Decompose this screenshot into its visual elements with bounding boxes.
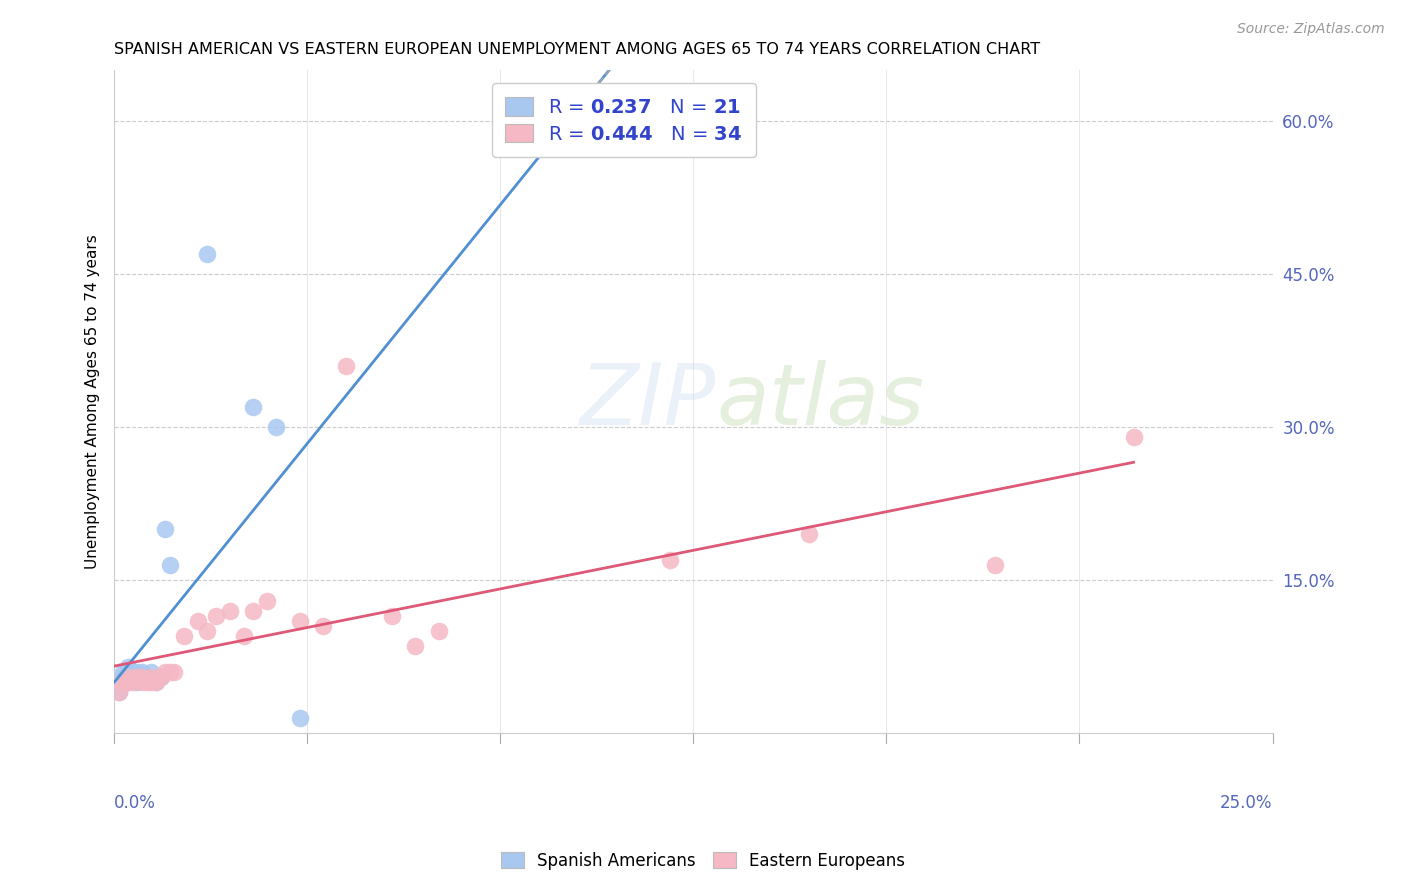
Point	[117, 670, 139, 684]
Text: ZIP: ZIP	[581, 360, 717, 443]
Point	[195, 247, 218, 261]
Point	[187, 614, 209, 628]
Point	[288, 614, 311, 628]
Point	[149, 670, 172, 684]
Point	[145, 675, 167, 690]
Point	[256, 593, 278, 607]
Point	[1122, 430, 1144, 444]
Point	[288, 711, 311, 725]
Text: 25.0%: 25.0%	[1220, 795, 1272, 813]
Point	[117, 660, 139, 674]
Point	[141, 665, 163, 679]
Point	[108, 685, 131, 699]
Point	[112, 665, 135, 679]
Point	[312, 619, 335, 633]
Point	[141, 675, 163, 690]
Point	[131, 675, 153, 690]
Point	[159, 665, 181, 679]
Y-axis label: Unemployment Among Ages 65 to 74 years: Unemployment Among Ages 65 to 74 years	[86, 235, 100, 569]
Point	[112, 675, 135, 690]
Point	[121, 675, 143, 690]
Point	[242, 400, 264, 414]
Text: SPANISH AMERICAN VS EASTERN EUROPEAN UNEMPLOYMENT AMONG AGES 65 TO 74 YEARS CORR: SPANISH AMERICAN VS EASTERN EUROPEAN UNE…	[114, 42, 1040, 57]
Point	[427, 624, 450, 639]
Point	[127, 665, 149, 679]
Point	[153, 522, 176, 536]
Point	[153, 665, 176, 679]
Legend: Spanish Americans, Eastern Europeans: Spanish Americans, Eastern Europeans	[494, 846, 912, 877]
Point	[131, 670, 153, 684]
Point	[149, 670, 172, 684]
Point	[127, 670, 149, 684]
Point	[381, 608, 404, 623]
Point	[242, 604, 264, 618]
Point	[131, 670, 153, 684]
Point	[219, 604, 242, 618]
Point	[135, 675, 157, 690]
Point	[799, 527, 821, 541]
Point	[404, 640, 426, 654]
Text: atlas: atlas	[717, 360, 925, 443]
Point	[141, 670, 163, 684]
Point	[117, 675, 139, 690]
Point	[159, 558, 181, 572]
Point	[135, 670, 157, 684]
Point	[205, 608, 228, 623]
Point	[335, 359, 357, 373]
Point	[173, 629, 195, 643]
Point	[195, 624, 218, 639]
Text: 0.0%: 0.0%	[114, 795, 156, 813]
Text: Source: ZipAtlas.com: Source: ZipAtlas.com	[1237, 22, 1385, 37]
Point	[121, 670, 143, 684]
Point	[232, 629, 254, 643]
Point	[108, 685, 131, 699]
Point	[117, 675, 139, 690]
Point	[131, 665, 153, 679]
Point	[112, 670, 135, 684]
Point	[163, 665, 186, 679]
Point	[266, 420, 288, 434]
Point	[121, 665, 143, 679]
Point	[983, 558, 1005, 572]
Legend: R = $\mathbf{0.237}$   N = $\mathbf{21}$, R = $\mathbf{0.444}$   N = $\mathbf{34: R = $\mathbf{0.237}$ N = $\mathbf{21}$, …	[492, 84, 756, 157]
Point	[127, 675, 149, 690]
Point	[659, 553, 682, 567]
Point	[145, 675, 167, 690]
